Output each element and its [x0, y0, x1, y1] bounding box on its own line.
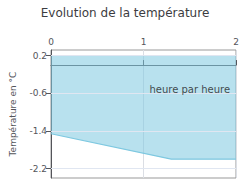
svg-text:Evolution de la température: Evolution de la température	[41, 6, 210, 20]
svg-text:-2.2: -2.2	[29, 164, 47, 174]
svg-text:2: 2	[233, 37, 239, 47]
svg-text:0.2: 0.2	[33, 51, 47, 61]
svg-text:0: 0	[48, 37, 54, 47]
svg-text:-1.4: -1.4	[29, 126, 47, 136]
svg-text:Température en °C: Température en °C	[8, 72, 18, 158]
svg-text:1: 1	[141, 37, 147, 47]
svg-text:heure par heure: heure par heure	[149, 84, 230, 95]
svg-text:-0.6: -0.6	[29, 88, 47, 98]
